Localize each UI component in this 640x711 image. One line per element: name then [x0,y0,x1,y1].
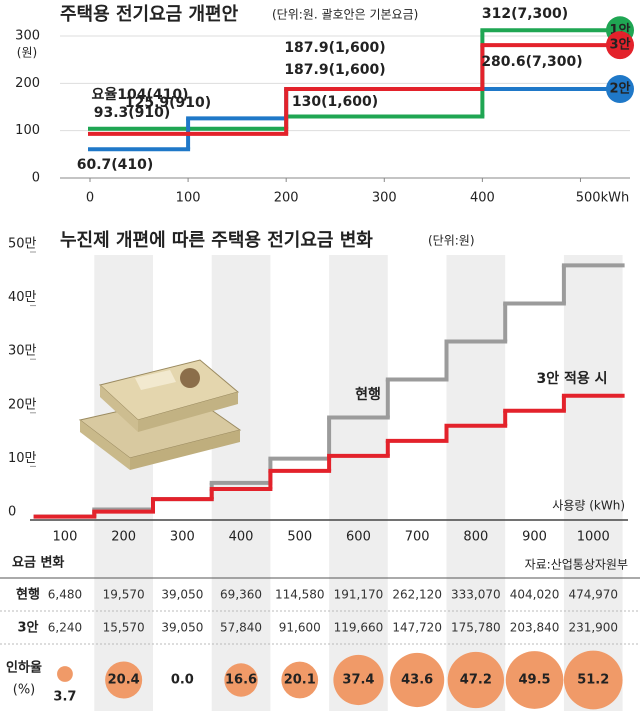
x-tick-label: 200 [274,191,299,206]
table-title: 요금 변화 [12,555,64,571]
table-cell: 191,170 [334,588,384,602]
x-tick-label: 300 [170,530,195,545]
y-tick-label: 200 [15,76,40,91]
value-label: 312(7,300) [482,6,568,22]
value-label: 요율104(410) [91,86,188,103]
reduction-bubble [333,654,384,706]
reduction-value: 16.6 [225,673,257,688]
reduction-bubble [505,651,564,709]
table-cell: 15,570 [103,621,145,635]
reduction-bubble [57,666,73,682]
table-cell: 69,360 [220,588,262,602]
table-cell: 474,970 [568,588,618,602]
table-cell: 119,660 [334,621,384,635]
legend-badge [606,31,634,60]
chart-subtitle: (단위:원) [428,234,475,248]
x-tick-label: 400 [229,530,254,545]
reduction-bubble [224,663,258,697]
table-cell: 91,600 [279,621,321,635]
y-tick-label: 0 [8,505,16,520]
y-tick-label: 300 [15,28,40,43]
column-band [446,255,506,711]
table-cell: 39,050 [161,588,203,602]
reduction-label: 인하율 [6,660,42,676]
x-tick-label: 100 [176,191,201,206]
chart-subtitle: (단위:원. 괄호안은 기본요금) [272,8,418,22]
reduction-bubble [390,652,445,708]
x-tick-label: 200 [111,530,136,545]
value-label: 280.6(7,300) [481,54,582,70]
reduction-value: 0.0 [171,673,194,688]
y-tick-label: 10만 [8,451,37,466]
reduction-bubble [105,661,143,699]
y-unit: (원) [17,46,37,60]
x-tick-label: 300 [372,191,397,206]
y-tick-label: 20만 [8,397,37,412]
x-tick-label: 800 [463,530,488,545]
chart-title: 주택용 전기요금 개편안 [60,4,239,25]
y-tick-label: 50만 [8,237,37,252]
legend-label: 3안 [609,37,630,53]
money-illustration [78,359,242,470]
x-tick-label: 0 [86,191,94,206]
row-label: 현행 [16,587,40,603]
x-tick-label: 400 [470,191,495,206]
x-tick-label: 700 [405,530,430,545]
table-cell: 262,120 [392,588,442,602]
reduction-value: 37.4 [342,673,374,688]
legend-badge [606,75,634,104]
table-cell: 19,570 [103,588,145,602]
reduction-value: 43.6 [401,673,433,688]
x-tick-label: 1000 [577,530,610,545]
table-cell: 404,020 [510,588,560,602]
table-cell: 6,240 [48,621,82,635]
x-axis-label: 사용량 (kWh) [552,499,625,513]
chart-title: 누진제 개편에 따른 주택용 전기요금 변화 [60,230,373,251]
value-label: 60.7(410) [77,157,154,173]
value-label: 130(1,600) [292,94,378,110]
reduction-bubble [281,661,319,699]
reduction-value: 51.2 [577,673,609,688]
reduction-value: 20.1 [284,673,316,688]
value-label: 93.3(910) [94,105,171,121]
x-tick-label: 900 [522,530,547,545]
x-tick-label: 500 [287,530,312,545]
column-band [94,255,153,711]
table-cell: 333,070 [451,588,501,602]
source: 자료:산업통상자원부 [525,558,628,572]
y-tick-label: 100 [15,123,40,138]
reduction-bubble [563,650,623,710]
table-cell: 203,840 [510,621,560,635]
table-cell: 39,050 [161,621,203,635]
y-tick-label: 30만 [8,344,37,359]
y-tick-label: 0 [32,171,40,186]
y-tick-label: 40만 [8,290,37,305]
reduction-bubble [447,651,505,709]
column-band [563,255,623,711]
series-annotation: 현행 [355,387,381,403]
reduction-value: 49.5 [519,673,551,688]
table-cell: 6,480 [48,588,82,602]
value-label: 187.9(1,600) [284,62,385,78]
legend-label: 2안 [609,81,630,97]
column-shading [94,255,623,711]
value-label: 125.9(910) [125,95,211,111]
x-tick-label: 100 [53,530,78,545]
reduction-unit: (%) [13,683,36,698]
table-cell: 114,580 [275,588,325,602]
x-tick-label: 600 [346,530,371,545]
table-cell: 147,720 [392,621,442,635]
series-annotation: 3안 적용 시 [536,370,607,387]
table-cell: 231,900 [568,621,618,635]
reduction-value: 47.2 [460,673,492,688]
column-band [329,255,388,711]
value-label: 187.9(1,600) [284,40,385,56]
reduction-value: 20.4 [108,673,140,688]
reduction-value: 3.7 [53,690,76,705]
table-cell: 175,780 [451,621,501,635]
row-label: 3안 [17,620,38,636]
table-cell: 57,840 [220,621,262,635]
x-tick-label: 500kWh [576,191,629,206]
